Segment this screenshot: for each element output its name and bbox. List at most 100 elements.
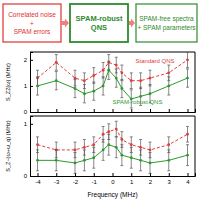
tick-mark bbox=[188, 173, 189, 176]
marker bbox=[149, 92, 152, 95]
box-text: + SPAM parameters bbox=[137, 24, 196, 32]
marker bbox=[167, 85, 170, 88]
error-bar bbox=[92, 147, 95, 168]
marker bbox=[55, 159, 58, 162]
marker bbox=[167, 143, 170, 146]
x-axis: -4 -3 -2 -1 0 1 2 3 4 bbox=[31, 173, 196, 185]
marker bbox=[186, 58, 189, 61]
panel: 012Standard QNSSPAM-robust QNSS_ZZ(ω) (M… bbox=[5, 52, 196, 115]
x-axis bbox=[31, 109, 196, 113]
marker bbox=[115, 146, 118, 149]
y-axis-title: S_ZZ(ω) (MHz) bbox=[5, 63, 11, 101]
marker bbox=[92, 156, 95, 159]
error-bar bbox=[102, 77, 105, 95]
tick: -3 bbox=[54, 173, 60, 185]
error-bar bbox=[36, 77, 39, 95]
error-bar bbox=[186, 69, 189, 87]
tick bbox=[150, 109, 151, 112]
axis-line bbox=[31, 109, 196, 113]
marker bbox=[115, 128, 118, 131]
tick-mark bbox=[169, 109, 170, 112]
box-frame bbox=[70, 4, 128, 42]
marker bbox=[107, 143, 110, 146]
tick-label: 0 bbox=[111, 179, 115, 185]
marker bbox=[92, 90, 95, 93]
tick-label: 4 bbox=[186, 179, 190, 185]
marker bbox=[120, 138, 123, 141]
tick: 2 bbox=[149, 173, 153, 185]
axis-line bbox=[31, 117, 34, 177]
series-label: SPAM-robust QNS bbox=[113, 99, 163, 105]
tick bbox=[131, 109, 132, 112]
marker bbox=[186, 154, 189, 157]
tick-mark bbox=[131, 109, 132, 112]
error-bar bbox=[83, 85, 86, 103]
tick-label: 0 bbox=[24, 173, 28, 179]
marker bbox=[36, 85, 39, 88]
tick-mark bbox=[94, 109, 95, 112]
marker bbox=[120, 71, 123, 74]
error-bar bbox=[130, 73, 133, 89]
tick-mark bbox=[188, 109, 189, 112]
y-axis-title: S_Z−(ω+ω_q) (MHz) bbox=[5, 120, 11, 172]
tick bbox=[56, 109, 57, 112]
error-bar bbox=[74, 153, 77, 174]
tick-label: 1 bbox=[24, 83, 28, 89]
flow-box: SPAM-free spectra+ SPAM parameters bbox=[136, 4, 197, 42]
tick: 1 bbox=[24, 121, 33, 127]
tick-mark bbox=[30, 60, 33, 61]
tick-mark bbox=[30, 86, 33, 87]
figure: Correlated noise+SPAM errorsSPAM-robustQ… bbox=[0, 0, 200, 200]
tick-label: 3 bbox=[168, 179, 172, 185]
error-bar bbox=[167, 150, 170, 171]
marker bbox=[115, 64, 118, 67]
axis-line bbox=[31, 173, 196, 177]
box-frame bbox=[136, 4, 197, 42]
tick-mark bbox=[56, 173, 57, 176]
tick-mark bbox=[38, 173, 39, 176]
tick-mark bbox=[131, 173, 132, 176]
marker bbox=[102, 85, 105, 88]
marker bbox=[83, 79, 86, 82]
y-axis: 01 bbox=[24, 117, 33, 180]
tick-label: 1 bbox=[130, 179, 134, 185]
tick-label: 1 bbox=[24, 121, 28, 127]
marker bbox=[130, 79, 133, 82]
tick: 4 bbox=[186, 173, 190, 185]
marker bbox=[115, 77, 118, 80]
marker bbox=[83, 92, 86, 95]
tick-mark bbox=[113, 109, 114, 112]
tick-label: -1 bbox=[92, 179, 98, 185]
box-text: SPAM-free spectra bbox=[139, 15, 194, 23]
tick: 0 bbox=[24, 173, 33, 179]
axis-line bbox=[31, 53, 34, 113]
error-bar bbox=[36, 150, 39, 171]
tick-label: -3 bbox=[54, 179, 60, 185]
arrow bbox=[129, 19, 135, 28]
error-bar bbox=[74, 79, 77, 97]
tick-label: 2 bbox=[24, 57, 28, 63]
marker bbox=[186, 133, 189, 136]
error-bar bbox=[115, 137, 118, 158]
tick bbox=[169, 109, 170, 112]
error-bar bbox=[102, 139, 105, 160]
error-bar bbox=[55, 72, 58, 90]
panel: -4-3-2-10123401S_Z−(ω+ω_q) (MHz)Frequenc… bbox=[5, 116, 196, 199]
marker bbox=[139, 146, 142, 149]
error-bar bbox=[83, 150, 86, 171]
error-bar bbox=[102, 62, 105, 78]
tick: 0 bbox=[24, 109, 33, 115]
marker bbox=[83, 146, 86, 149]
marker bbox=[36, 159, 39, 162]
error-bar bbox=[107, 134, 110, 155]
tick: -2 bbox=[73, 173, 79, 185]
marker bbox=[55, 79, 58, 82]
tick: -4 bbox=[35, 173, 41, 185]
error-bar bbox=[139, 150, 142, 171]
tick: 1 bbox=[130, 173, 134, 185]
error-bar bbox=[149, 153, 152, 174]
marker bbox=[120, 87, 123, 90]
error-bar bbox=[120, 65, 123, 81]
marker bbox=[130, 143, 133, 146]
tick bbox=[94, 109, 95, 112]
